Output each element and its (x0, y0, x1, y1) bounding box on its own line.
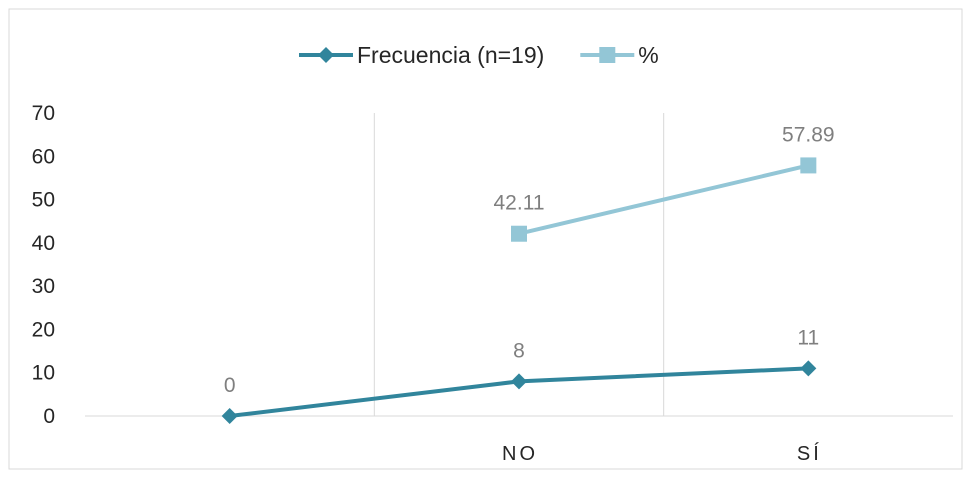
percent-legend-marker (599, 47, 616, 63)
y-tick-label: 30 (32, 275, 55, 298)
percent-data-label: 57.89 (782, 123, 835, 146)
y-tick-label: 20 (32, 318, 55, 341)
percent-legend-label: % (638, 42, 658, 68)
frecuencia-data-label: 8 (513, 339, 525, 362)
frecuencia-data-label: 11 (797, 326, 819, 349)
percent-point (800, 157, 817, 174)
label-layer: 0 8 11 42.11 57.89 (224, 123, 835, 397)
frecuencia-legend-marker (318, 47, 334, 63)
y-tick-label: 40 (32, 232, 55, 255)
y-tick-label: 10 (32, 362, 55, 385)
percent-point (511, 225, 527, 242)
percent-series-line (517, 163, 811, 236)
x-category-label: NO (502, 443, 538, 465)
frecuencia-legend-label: Frecuencia (n=19) (357, 42, 544, 68)
frecuencia-point (800, 360, 817, 377)
legend: Frecuencia (n=19)% (299, 42, 659, 68)
x-category-label: SÍ (797, 442, 822, 465)
y-tick-label: 70 (32, 102, 55, 125)
percent-data-label: 42.11 (494, 192, 545, 215)
grid-layer (373, 113, 665, 416)
y-tick-label: 60 (32, 145, 55, 168)
chart-border (8, 8, 963, 470)
series-layer (221, 157, 817, 424)
frecuencia-data-label: 0 (224, 374, 236, 397)
frecuencia-point (511, 373, 527, 390)
frecuencia-point (221, 408, 238, 424)
y-tick-label: 0 (43, 405, 55, 428)
y-tick-label: 50 (32, 189, 55, 212)
